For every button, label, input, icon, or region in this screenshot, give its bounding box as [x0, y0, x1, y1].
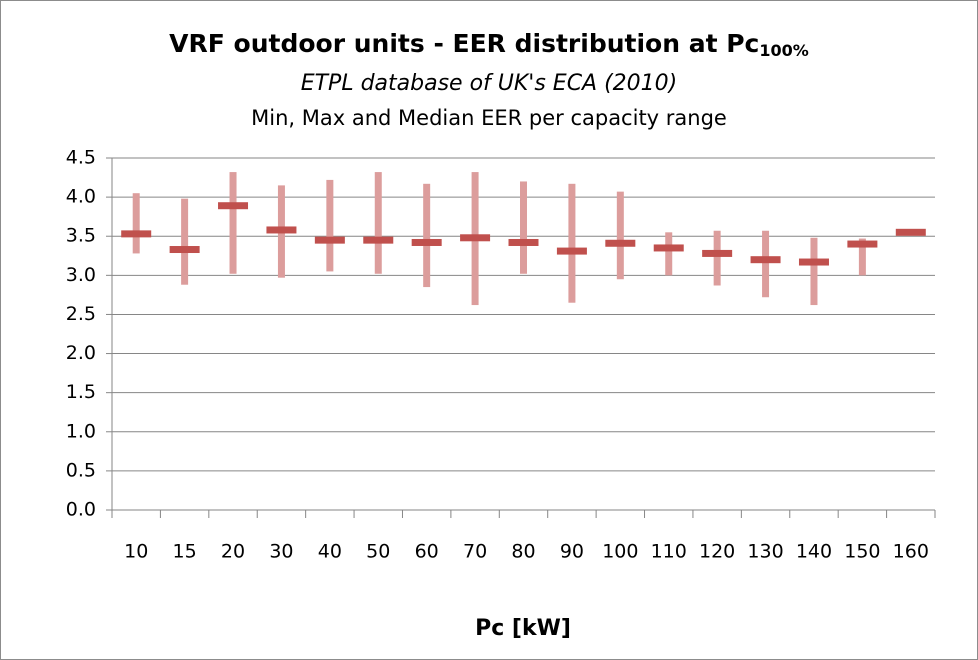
median-marker — [411, 238, 442, 246]
y-tick-label: 3.0 — [66, 264, 96, 286]
range-bar — [326, 179, 334, 272]
range-bar — [229, 172, 237, 274]
x-tick-label: 50 — [366, 541, 390, 563]
x-tick-label: 80 — [511, 541, 535, 563]
x-tick-label: 15 — [173, 541, 197, 563]
median-marker — [750, 256, 781, 264]
median-marker — [798, 258, 829, 266]
range-bar — [713, 230, 721, 286]
y-tick-label: 0.0 — [66, 499, 96, 521]
median-marker — [605, 239, 636, 247]
range-bar — [858, 238, 866, 276]
x-tick-label: 10 — [124, 541, 148, 563]
title-subscript: 100% — [759, 41, 808, 60]
y-tick-label: 2.5 — [66, 303, 96, 325]
median-marker — [653, 244, 684, 252]
y-tick-label: 1.5 — [66, 381, 96, 403]
x-tick-label: 20 — [221, 541, 245, 563]
y-tick-label: 1.0 — [66, 420, 96, 442]
range-bar — [665, 232, 673, 276]
y-tick-label: 4.5 — [66, 147, 96, 169]
x-tick-label: 150 — [844, 541, 880, 563]
y-tick-label: 3.5 — [66, 225, 96, 247]
range-bar — [810, 237, 818, 306]
x-tick-label: 60 — [415, 541, 439, 563]
median-marker — [556, 247, 587, 255]
median-marker — [169, 246, 200, 254]
title-main: VRF outdoor units - EER distribution at … — [169, 29, 759, 58]
x-tick-label: 40 — [318, 541, 342, 563]
x-tick-label: 120 — [699, 541, 735, 563]
median-marker — [702, 249, 733, 257]
x-tick-label: 30 — [269, 541, 293, 563]
y-tick-label: 2.0 — [66, 342, 96, 364]
x-tick-label: 90 — [560, 541, 584, 563]
range-bar — [423, 183, 431, 288]
median-marker — [314, 236, 345, 244]
x-tick-label: 110 — [651, 541, 687, 563]
range-bar — [568, 183, 576, 303]
y-tick-label: 0.5 — [66, 459, 96, 481]
x-tick-label: 100 — [602, 541, 638, 563]
x-tick-label: 70 — [463, 541, 487, 563]
range-bar — [374, 172, 382, 274]
median-marker — [363, 236, 394, 244]
range-bar — [762, 230, 770, 298]
median-marker — [460, 234, 491, 242]
range-bar — [520, 181, 527, 274]
x-axis-title: Pc [kW] — [475, 616, 571, 641]
range-bar — [132, 193, 140, 254]
median-marker — [266, 226, 297, 234]
range-bar — [616, 191, 624, 280]
median-marker — [121, 230, 152, 238]
x-tick-label: 130 — [747, 541, 783, 563]
median-marker — [218, 202, 249, 210]
chart-subtitle-2: Min, Max and Median EER per capacity ran… — [251, 106, 727, 130]
y-tick-label: 4.0 — [66, 186, 96, 208]
x-tick-label: 160 — [893, 541, 929, 563]
median-marker — [847, 240, 878, 248]
median-marker — [508, 238, 539, 246]
median-marker — [895, 228, 926, 236]
range-bar — [181, 198, 189, 285]
chart-title: VRF outdoor units - EER distribution at … — [169, 29, 809, 60]
x-tick-label: 140 — [796, 541, 832, 563]
chart-subtitle: ETPL database of UK's ECA (2010) — [301, 71, 678, 96]
